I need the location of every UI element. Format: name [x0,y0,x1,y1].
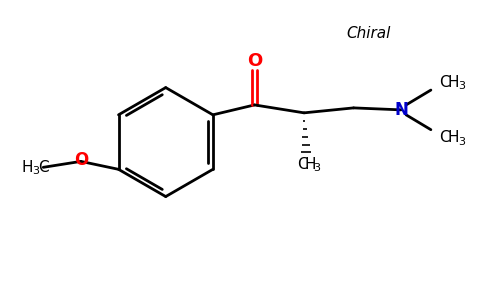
Text: C: C [439,130,450,145]
Text: N: N [394,101,408,119]
Text: 3: 3 [458,81,465,91]
Text: O: O [247,52,262,70]
Text: H: H [304,157,316,172]
Text: H: H [448,75,459,90]
Text: 3: 3 [314,163,320,173]
Text: H: H [448,130,459,145]
Text: C: C [297,157,307,172]
Text: C: C [439,75,450,90]
Text: 3: 3 [458,136,465,147]
Text: Chiral: Chiral [347,26,391,40]
Text: O: O [74,152,88,169]
Text: H: H [22,160,33,175]
Text: 3: 3 [32,166,39,176]
Text: C: C [38,160,48,175]
